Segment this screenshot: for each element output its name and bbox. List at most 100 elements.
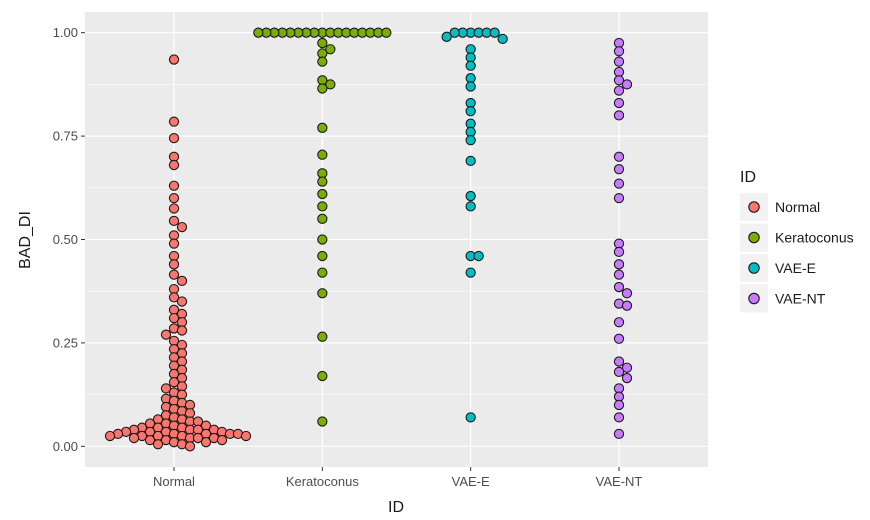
data-point bbox=[168, 377, 180, 388]
data-point bbox=[152, 439, 164, 450]
data-point bbox=[168, 192, 180, 204]
data-point bbox=[465, 190, 476, 202]
data-point bbox=[317, 188, 328, 200]
data-point bbox=[381, 27, 392, 38]
data-point bbox=[160, 329, 172, 340]
data-point bbox=[613, 97, 625, 109]
data-point bbox=[613, 178, 625, 189]
data-point bbox=[613, 259, 625, 270]
data-point bbox=[168, 203, 180, 214]
data-point bbox=[473, 250, 484, 262]
data-point bbox=[317, 37, 328, 49]
data-point bbox=[168, 259, 180, 270]
y-tick-label: 0.25 bbox=[53, 335, 78, 350]
legend-label: VAE-E bbox=[775, 260, 816, 276]
data-point bbox=[613, 269, 625, 280]
y-tick-label: 0.50 bbox=[53, 232, 78, 247]
data-point bbox=[621, 362, 633, 373]
data-point bbox=[465, 135, 476, 146]
x-axis-title: ID bbox=[388, 499, 404, 516]
data-point bbox=[613, 164, 625, 175]
data-point bbox=[317, 122, 328, 133]
y-tick-label: 0.00 bbox=[53, 439, 78, 454]
data-point bbox=[128, 432, 140, 444]
data-points bbox=[104, 27, 633, 452]
data-point bbox=[168, 238, 180, 249]
data-point bbox=[613, 356, 625, 367]
data-point bbox=[317, 250, 328, 262]
data-point bbox=[613, 412, 625, 423]
data-point bbox=[613, 56, 625, 67]
data-point bbox=[465, 155, 476, 167]
data-point bbox=[465, 412, 476, 423]
legend-key bbox=[748, 231, 760, 244]
data-point bbox=[613, 75, 625, 86]
data-point bbox=[168, 292, 180, 303]
data-point bbox=[168, 116, 180, 127]
data-point bbox=[465, 201, 476, 212]
data-point bbox=[317, 56, 328, 67]
data-point bbox=[613, 428, 625, 440]
data-point bbox=[613, 110, 625, 121]
data-point bbox=[497, 33, 508, 45]
data-point bbox=[317, 370, 328, 382]
data-point bbox=[168, 215, 180, 227]
data-point bbox=[317, 149, 328, 160]
y-axis-ticks: 0.00 0.25 0.50 0.75 1.00 bbox=[53, 25, 85, 454]
data-point bbox=[465, 106, 476, 117]
legend-key bbox=[748, 262, 760, 274]
x-tick-label: Keratoconus bbox=[286, 474, 359, 489]
data-point bbox=[621, 300, 633, 311]
legend-key bbox=[748, 201, 760, 213]
data-point bbox=[176, 221, 188, 233]
data-point bbox=[317, 416, 328, 427]
data-point bbox=[144, 434, 156, 446]
y-tick-label: 0.75 bbox=[53, 129, 78, 144]
data-point bbox=[613, 46, 625, 57]
data-point bbox=[184, 441, 196, 452]
legend-label: Normal bbox=[775, 199, 820, 215]
data-point bbox=[168, 312, 180, 324]
data-point bbox=[621, 288, 633, 299]
data-point bbox=[613, 85, 625, 96]
data-point bbox=[613, 281, 625, 293]
legend-title: ID bbox=[740, 169, 756, 186]
data-point bbox=[613, 151, 625, 162]
data-point bbox=[104, 430, 116, 442]
data-point bbox=[465, 267, 476, 278]
data-point bbox=[317, 331, 328, 342]
data-point bbox=[613, 399, 625, 411]
data-point bbox=[317, 213, 328, 224]
legend-label: VAE-NT bbox=[775, 291, 826, 307]
data-point bbox=[317, 83, 328, 94]
x-tick-label: VAE-NT bbox=[596, 474, 643, 489]
data-point bbox=[613, 192, 625, 204]
data-point bbox=[465, 81, 476, 92]
data-point bbox=[613, 366, 625, 378]
legend: ID Normal Keratoconus VAE-E VAE-NT bbox=[740, 169, 854, 313]
data-point bbox=[192, 432, 204, 444]
data-point bbox=[168, 133, 180, 144]
data-point bbox=[317, 176, 328, 187]
data-point bbox=[168, 269, 180, 280]
x-axis-ticks: Normal Keratoconus VAE-E VAE-NT bbox=[153, 467, 642, 489]
data-point bbox=[449, 27, 460, 38]
data-point bbox=[325, 44, 336, 55]
data-point bbox=[317, 288, 328, 299]
data-point bbox=[489, 27, 500, 38]
data-point bbox=[168, 180, 180, 191]
data-point bbox=[621, 79, 633, 90]
data-point bbox=[613, 317, 625, 328]
data-point bbox=[613, 333, 625, 344]
data-point bbox=[168, 54, 180, 65]
data-point bbox=[176, 325, 188, 336]
data-point bbox=[216, 434, 228, 446]
data-point bbox=[441, 31, 452, 42]
data-point bbox=[160, 383, 172, 394]
x-tick-label: Normal bbox=[153, 474, 195, 489]
x-tick-label: VAE-E bbox=[452, 474, 490, 489]
data-point bbox=[317, 234, 328, 245]
data-point bbox=[176, 275, 188, 287]
data-point bbox=[168, 159, 180, 171]
